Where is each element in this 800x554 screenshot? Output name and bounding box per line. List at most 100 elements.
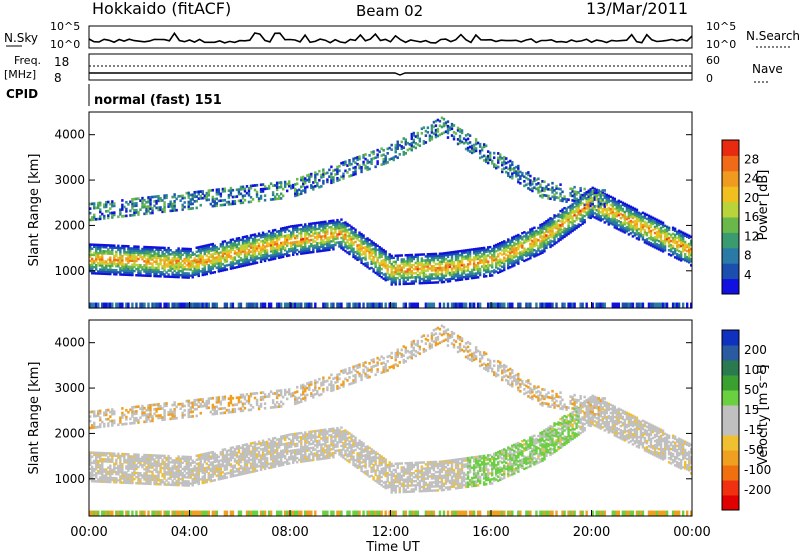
power-cell [444,272,448,275]
power-cell [298,244,301,247]
power-cell [235,251,239,255]
power-cell [450,263,454,266]
power-cell [396,272,399,276]
power-cell [185,251,188,255]
power-cell [444,268,448,271]
power-cell [205,244,208,247]
power-cell [531,189,534,193]
power-cell [382,153,385,157]
power-cell [366,265,369,269]
power-cell [213,256,217,260]
power-cell [279,249,283,253]
power-cell [577,213,580,216]
power-cell [239,248,243,252]
power-cell [175,261,178,264]
power-cell [119,269,122,272]
power-cell [689,253,693,257]
power-cell [277,234,281,237]
power-cell [478,247,482,250]
power-cell [91,261,94,265]
power-cell [497,259,500,262]
power-cell [499,153,502,157]
power-cell [625,215,629,219]
power-cell [89,243,92,246]
power-cell [446,278,450,281]
power-cell [543,243,546,247]
power-cell [557,225,560,229]
power-cell [165,271,168,274]
power-cell [261,258,265,261]
power-cell [302,246,305,249]
power-cell [173,253,176,256]
power-cell [131,273,134,277]
power-cell [147,209,150,213]
power-cell [207,249,210,253]
power-cell [225,258,229,261]
velocity-cell [111,470,114,474]
power-cell [356,302,359,309]
power-cell [300,192,303,195]
power-cell [589,212,592,216]
power-cell [223,203,227,207]
power-cell [428,277,432,280]
power-cell [673,239,677,243]
power-cell [314,180,317,184]
power-cell [191,263,194,267]
power-cell [639,233,643,236]
power-cell [237,247,241,250]
power-cell [499,302,502,309]
power-cell [107,268,110,272]
power-cell [195,246,198,249]
power-cell [611,217,615,220]
power-cell [525,252,528,256]
power-cell [529,246,532,250]
power-cell [111,252,114,255]
velocity-cell [93,467,96,471]
power-cell [159,246,162,249]
power-cell [99,217,102,221]
power-cell [396,268,399,272]
velocity-cell [131,457,134,460]
power-cell [665,237,669,241]
power-cell [563,213,566,216]
power-cell [131,251,134,254]
power-cell [283,253,287,256]
power-cell [400,260,403,263]
power-cell [374,263,377,266]
power-cell [243,247,247,251]
power-cell [358,231,361,234]
power-cell [476,265,480,269]
power-cell [159,248,162,252]
power-cell [247,238,251,242]
power-cell [601,198,604,201]
power-cell [314,244,317,247]
power-cell [189,200,192,204]
power-cell [283,242,287,246]
velocity-cell [131,471,134,475]
power-cell [287,229,291,233]
power-cell [207,264,210,267]
power-cell [97,247,100,251]
power-cell [681,247,685,251]
power-cell [304,247,307,251]
power-cell [535,250,538,253]
power-cell [111,204,114,208]
velocity-cell [141,510,144,517]
power-cell [495,258,498,261]
power-cell [533,236,536,240]
power-cell [334,223,337,226]
power-cell [607,196,610,200]
power-cell [105,252,108,255]
power-cell [434,131,438,134]
power-cell [249,195,253,199]
velocity-cell [97,451,100,455]
power-cell [575,202,578,205]
velocity-cell [117,464,120,468]
power-cell [519,243,522,246]
power-cell [193,190,196,194]
power-cell [183,249,186,253]
power-cell [338,226,341,230]
power-cell [396,264,399,268]
power-cell [569,302,572,309]
power-cell [472,260,476,263]
